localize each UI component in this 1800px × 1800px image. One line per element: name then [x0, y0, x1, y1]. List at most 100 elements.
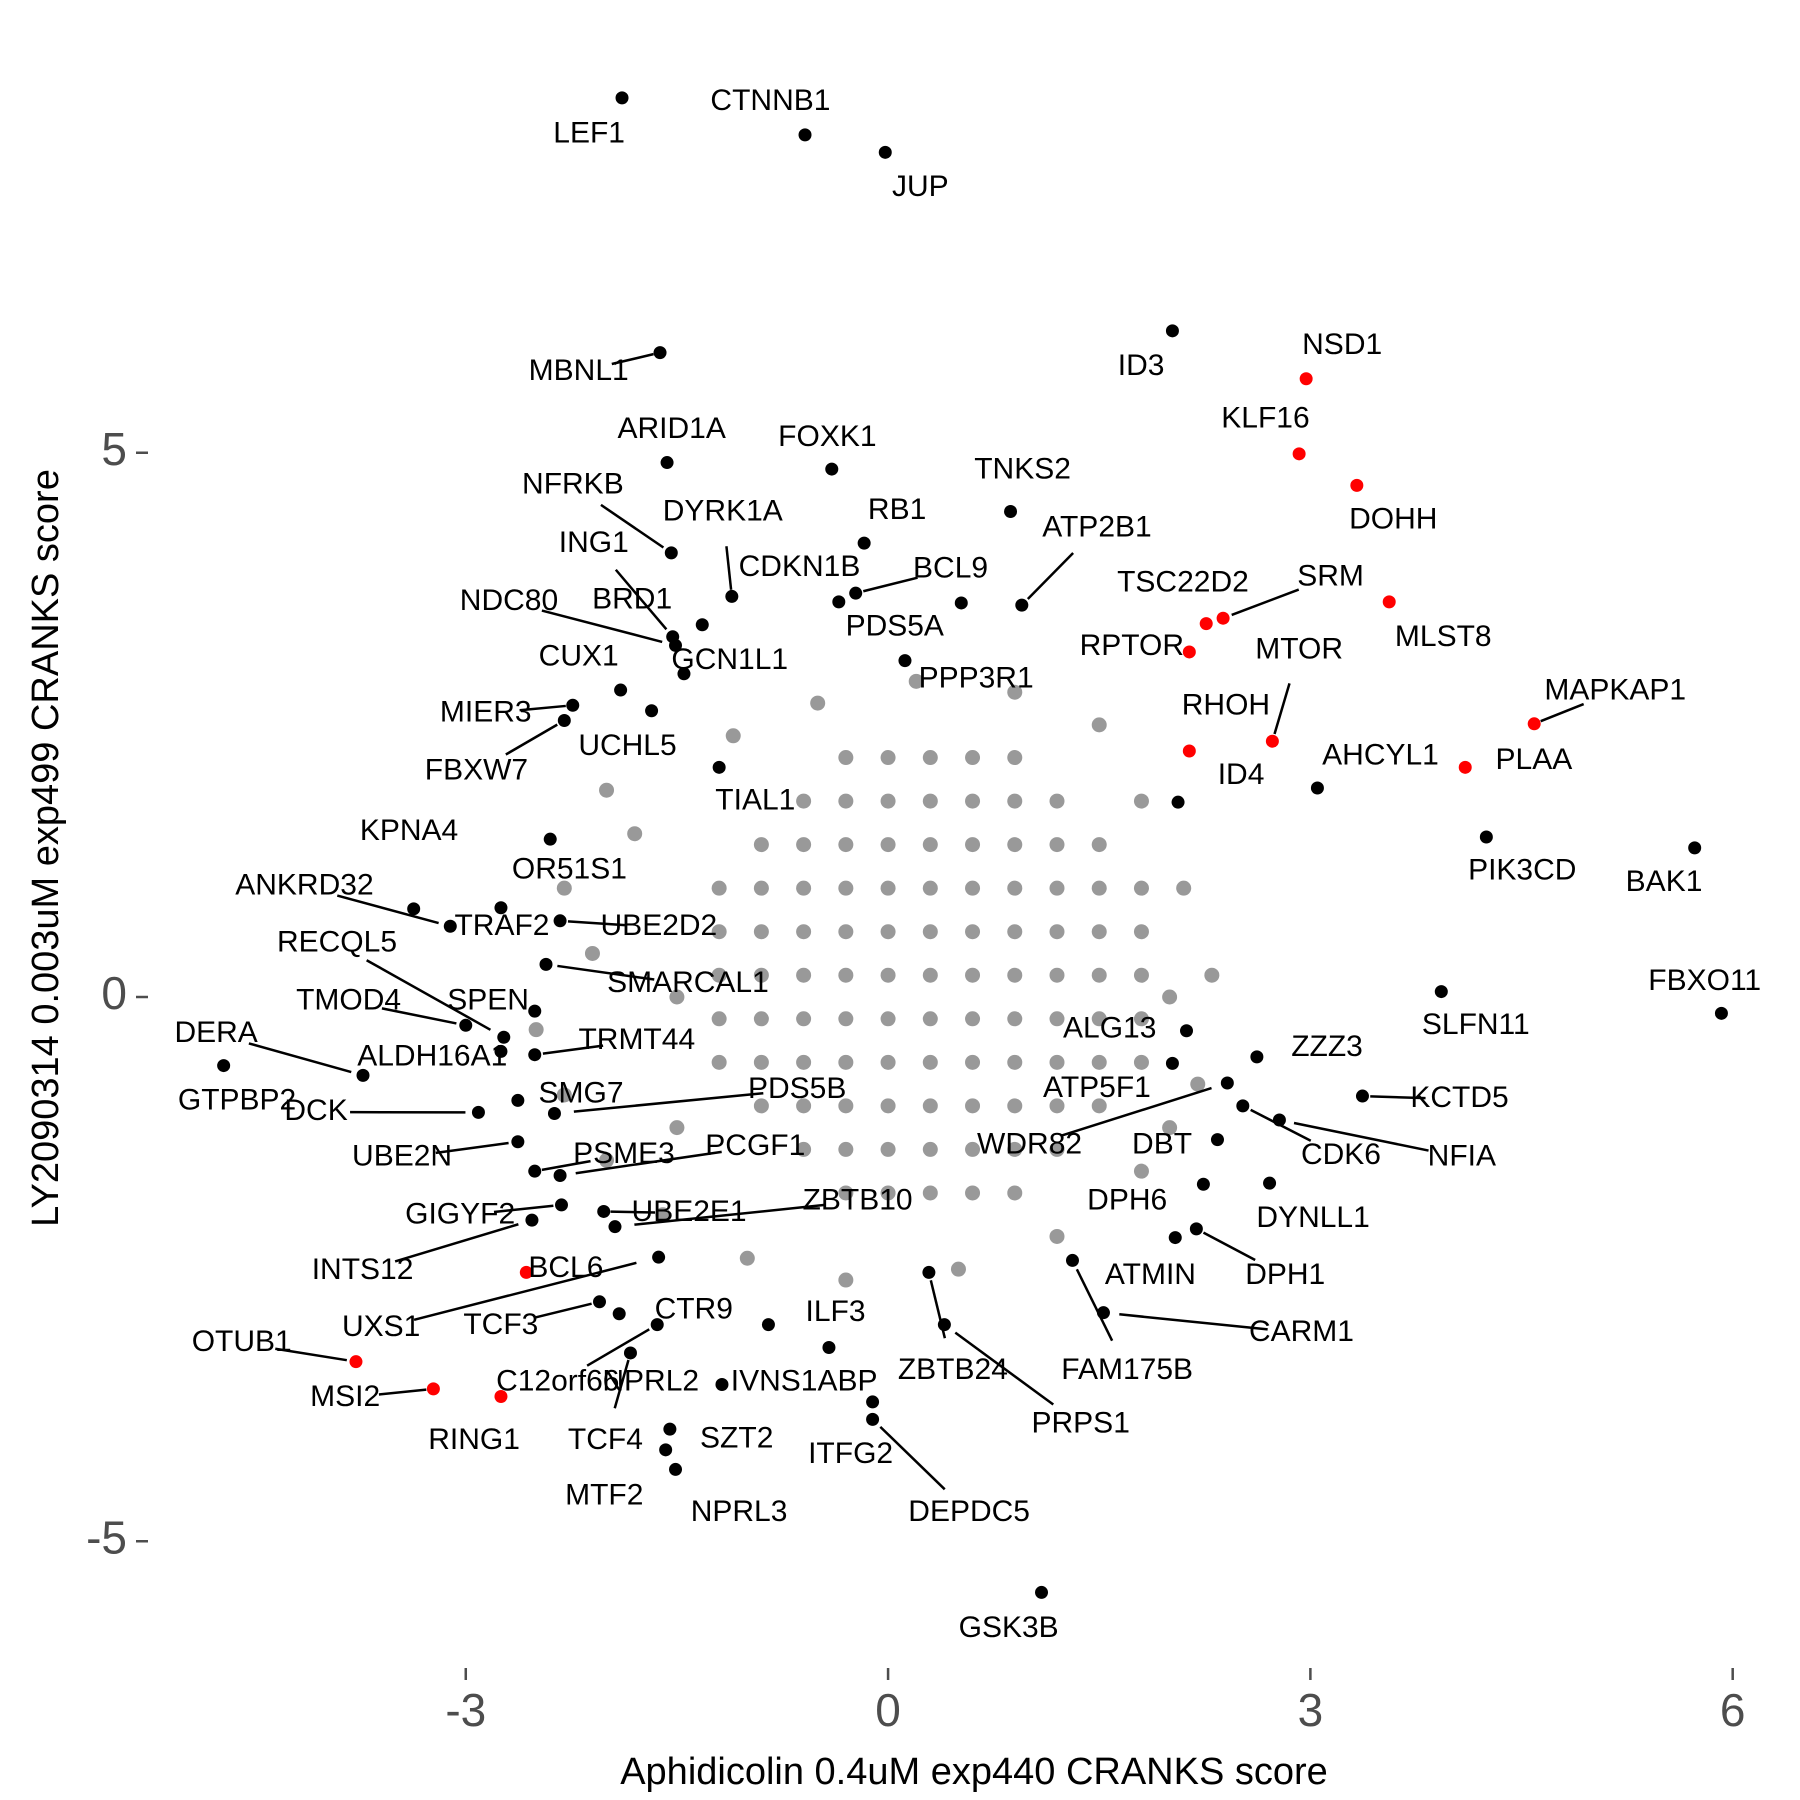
point: [1004, 505, 1018, 519]
point-label: MBNL1: [529, 354, 629, 387]
leader-line: [542, 1044, 604, 1055]
point: [1007, 684, 1023, 700]
point: [838, 750, 854, 766]
point: [1091, 967, 1107, 983]
leader-line: [381, 1007, 457, 1025]
point-label: DPH6: [1087, 1183, 1167, 1216]
point: [753, 924, 769, 940]
point: [922, 1098, 938, 1114]
point: [597, 1204, 611, 1218]
leader-line: [611, 352, 654, 366]
point-label: ILF3: [805, 1295, 865, 1328]
point-label: PCGF1: [705, 1129, 805, 1162]
x-tick-label: 0: [875, 1684, 901, 1736]
point: [1355, 1089, 1369, 1103]
point: [711, 1011, 727, 1027]
point: [511, 1135, 525, 1149]
point: [880, 793, 896, 809]
point: [615, 91, 629, 105]
point: [838, 1054, 854, 1070]
point-label: FBXO11: [1648, 964, 1761, 997]
point: [566, 698, 580, 712]
point-label: SPEN: [447, 984, 529, 1017]
point: [497, 1030, 511, 1044]
point: [838, 924, 854, 940]
point: [627, 826, 643, 842]
leader-line: [614, 568, 668, 631]
point: [612, 1307, 626, 1321]
point-label: ID3: [1118, 349, 1165, 382]
point: [838, 1272, 854, 1288]
point: [547, 1106, 561, 1120]
point-label: KCTD5: [1410, 1081, 1508, 1114]
point-label: BCL6: [528, 1251, 603, 1284]
point: [669, 989, 685, 1005]
point: [753, 1098, 769, 1114]
point: [1049, 1228, 1065, 1244]
point-label: MAPKAP1: [1544, 673, 1686, 706]
point: [669, 1120, 685, 1136]
point: [796, 793, 812, 809]
point: [838, 837, 854, 853]
point: [1007, 1011, 1023, 1027]
point: [1049, 924, 1065, 940]
point: [880, 1054, 896, 1070]
point: [1091, 837, 1107, 853]
point: [664, 546, 678, 560]
leader-line: [879, 1425, 946, 1491]
point-label: BCL9: [913, 551, 988, 584]
point-label: SMG7: [539, 1077, 624, 1110]
leader-line: [1273, 682, 1291, 735]
point: [1049, 880, 1065, 896]
leader-line: [954, 1331, 1055, 1406]
point: [1133, 967, 1149, 983]
leader-line: [394, 1223, 519, 1263]
point: [796, 967, 812, 983]
point: [695, 618, 709, 632]
point: [922, 1141, 938, 1157]
point: [880, 924, 896, 940]
point-label: RHOH: [1182, 688, 1270, 721]
point-label: TSC22D2: [1117, 565, 1249, 598]
point: [796, 880, 812, 896]
point: [1263, 1176, 1277, 1190]
leader-line: [435, 1141, 509, 1155]
point: [1049, 1011, 1065, 1027]
point: [443, 919, 457, 933]
point: [1049, 967, 1065, 983]
point: [922, 1185, 938, 1201]
point-label: TMOD4: [296, 984, 401, 1017]
point-label: UBE2N: [352, 1139, 452, 1172]
point-label: UXS1: [342, 1310, 420, 1343]
point: [1292, 447, 1306, 461]
point: [922, 750, 938, 766]
point-label: OTUB1: [192, 1325, 292, 1358]
point: [1007, 793, 1023, 809]
point-label: CDKN1B: [739, 550, 861, 583]
point: [525, 1213, 539, 1227]
point: [471, 1105, 485, 1119]
point: [965, 837, 981, 853]
point-label: LEF1: [553, 117, 625, 150]
point: [511, 1093, 525, 1107]
leader-line: [533, 1302, 592, 1320]
point: [1091, 717, 1107, 733]
point: [725, 589, 739, 603]
leader-line: [929, 1280, 947, 1339]
point: [880, 967, 896, 983]
point: [645, 704, 659, 718]
point: [965, 1141, 981, 1157]
point: [539, 957, 553, 971]
x-tick-label: 3: [1298, 1684, 1324, 1736]
point: [880, 750, 896, 766]
point-label: NPRL2: [602, 1365, 699, 1398]
point: [1479, 830, 1493, 844]
point: [1007, 750, 1023, 766]
point: [753, 837, 769, 853]
point-label: BAK1: [1626, 865, 1703, 898]
point-label: CDK6: [1301, 1138, 1381, 1171]
leader-line: [493, 1204, 554, 1214]
point-label: NSD1: [1302, 328, 1382, 361]
point: [838, 1098, 854, 1114]
point: [528, 1048, 542, 1062]
